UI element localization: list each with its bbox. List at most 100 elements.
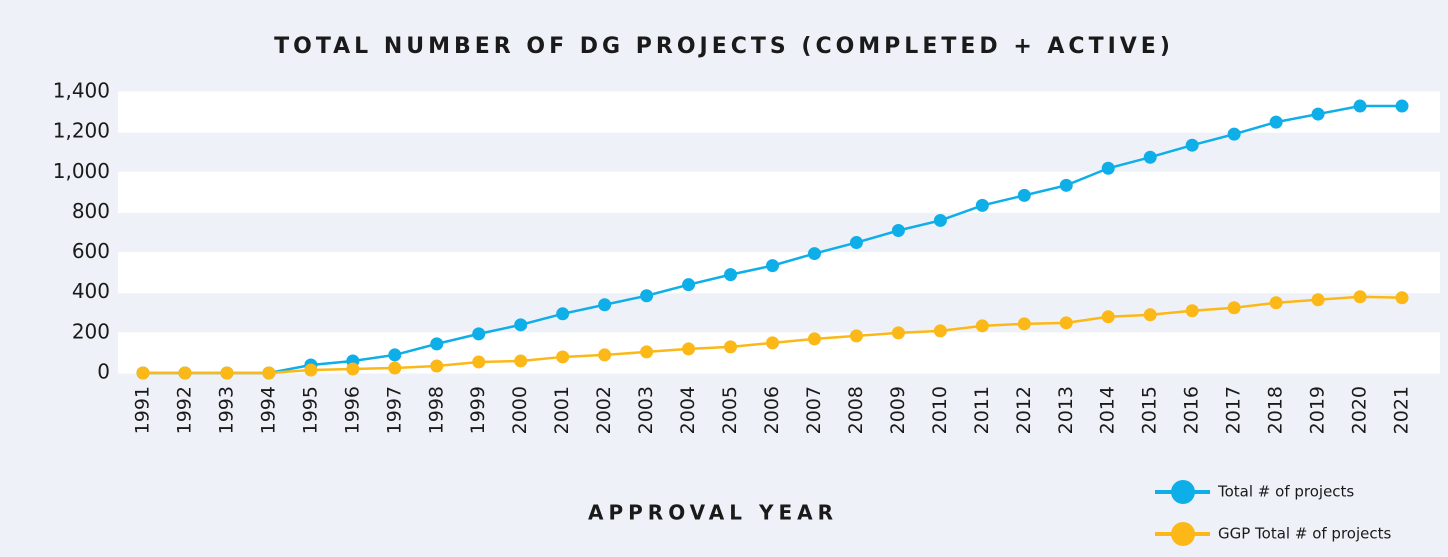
data-point	[682, 278, 696, 292]
data-point	[933, 213, 947, 227]
data-point	[1101, 161, 1115, 175]
data-point	[598, 298, 612, 312]
y-tick-label: 800	[72, 199, 110, 223]
y-tick-label: 1,200	[53, 119, 110, 143]
data-point	[472, 327, 486, 341]
data-point	[1227, 127, 1241, 141]
x-tick-label: 2013	[1055, 386, 1077, 434]
x-tick-label: 2021	[1391, 386, 1413, 434]
data-point	[514, 354, 528, 368]
legend-label: Total # of projects	[1217, 483, 1354, 501]
x-tick-label: 2017	[1223, 386, 1245, 434]
x-tick-label: 2004	[677, 386, 699, 434]
data-point	[1143, 308, 1157, 322]
data-point	[1017, 188, 1031, 202]
data-point	[1395, 291, 1409, 305]
data-point	[1227, 301, 1241, 315]
y-tick-label: 600	[72, 239, 110, 263]
data-point	[430, 337, 444, 351]
data-point	[891, 223, 905, 237]
x-tick-label: 2015	[1139, 386, 1161, 434]
data-point	[1353, 99, 1367, 113]
x-tick-label: 1994	[257, 386, 279, 434]
y-tick-label: 400	[72, 279, 110, 303]
x-tick-label: 2018	[1265, 386, 1287, 434]
chart-title: TOTAL NUMBER OF DG PROJECTS (COMPLETED +…	[274, 34, 1174, 59]
y-tick-label: 0	[97, 360, 110, 384]
data-point	[640, 345, 654, 359]
x-tick-label: 2006	[761, 386, 783, 434]
x-tick-label: 2012	[1013, 386, 1035, 434]
data-point	[807, 247, 821, 261]
data-point	[1017, 317, 1031, 331]
data-point	[346, 362, 360, 376]
data-point	[388, 361, 402, 375]
data-point	[304, 363, 318, 377]
data-point	[1269, 296, 1283, 310]
data-point	[1185, 138, 1199, 152]
data-point	[136, 366, 150, 380]
data-point	[933, 324, 947, 338]
grid-band	[118, 92, 1440, 133]
x-tick-label: 2008	[845, 386, 867, 434]
data-point	[766, 336, 779, 350]
data-point	[262, 366, 276, 380]
data-point	[1311, 107, 1325, 121]
data-point	[724, 340, 738, 354]
x-tick-label: 2014	[1097, 386, 1119, 434]
x-tick-label: 1999	[467, 386, 489, 434]
x-tick-label: 2019	[1307, 386, 1329, 434]
x-tick-label: 2011	[971, 386, 993, 434]
data-point	[640, 289, 654, 303]
data-point	[1269, 115, 1283, 129]
data-point	[975, 319, 989, 333]
data-point	[1353, 290, 1367, 304]
data-point	[849, 236, 863, 250]
y-tick-label: 1,400	[53, 79, 110, 103]
grid-band	[118, 332, 1440, 373]
data-point	[556, 350, 570, 364]
x-tick-label: 2005	[719, 386, 741, 434]
data-point	[975, 198, 989, 212]
data-point	[1311, 293, 1325, 307]
data-point	[430, 359, 444, 373]
x-tick-label: 2001	[551, 386, 573, 434]
data-point	[514, 318, 528, 332]
x-tick-label: 2003	[635, 386, 657, 434]
y-tick-label: 1,000	[53, 159, 110, 183]
grid-band	[118, 252, 1440, 293]
x-axis-label: APPROVAL YEAR	[588, 501, 838, 525]
data-point	[724, 268, 738, 282]
data-point	[556, 307, 570, 321]
data-point	[682, 342, 696, 356]
x-tick-label: 2002	[593, 386, 615, 434]
data-point	[598, 348, 612, 362]
data-point	[388, 348, 402, 362]
data-point	[178, 366, 192, 380]
data-point	[1059, 178, 1073, 192]
data-point	[1059, 316, 1073, 330]
y-tick-label: 200	[72, 319, 110, 343]
data-point	[849, 329, 863, 343]
data-point	[1101, 310, 1115, 324]
data-point	[1395, 99, 1409, 113]
data-point	[220, 366, 234, 380]
legend-label: GGP Total # of projects	[1218, 525, 1391, 543]
data-point	[472, 355, 486, 369]
x-tick-label: 1993	[215, 386, 237, 434]
data-point	[1143, 150, 1157, 164]
data-point	[1185, 304, 1199, 318]
x-tick-label: 2020	[1349, 386, 1371, 434]
legend-marker	[1171, 522, 1195, 546]
x-tick-label: 2000	[509, 386, 531, 434]
x-tick-label: 1991	[132, 386, 154, 434]
bands	[118, 92, 1440, 373]
x-tick-label: 1996	[341, 386, 363, 434]
x-tick-label: 2016	[1181, 386, 1203, 434]
x-tick-label: 1992	[173, 386, 195, 434]
x-tick-label: 2010	[929, 386, 951, 434]
x-tick-label: 2009	[887, 386, 909, 434]
x-tick-label: 1997	[383, 386, 405, 434]
